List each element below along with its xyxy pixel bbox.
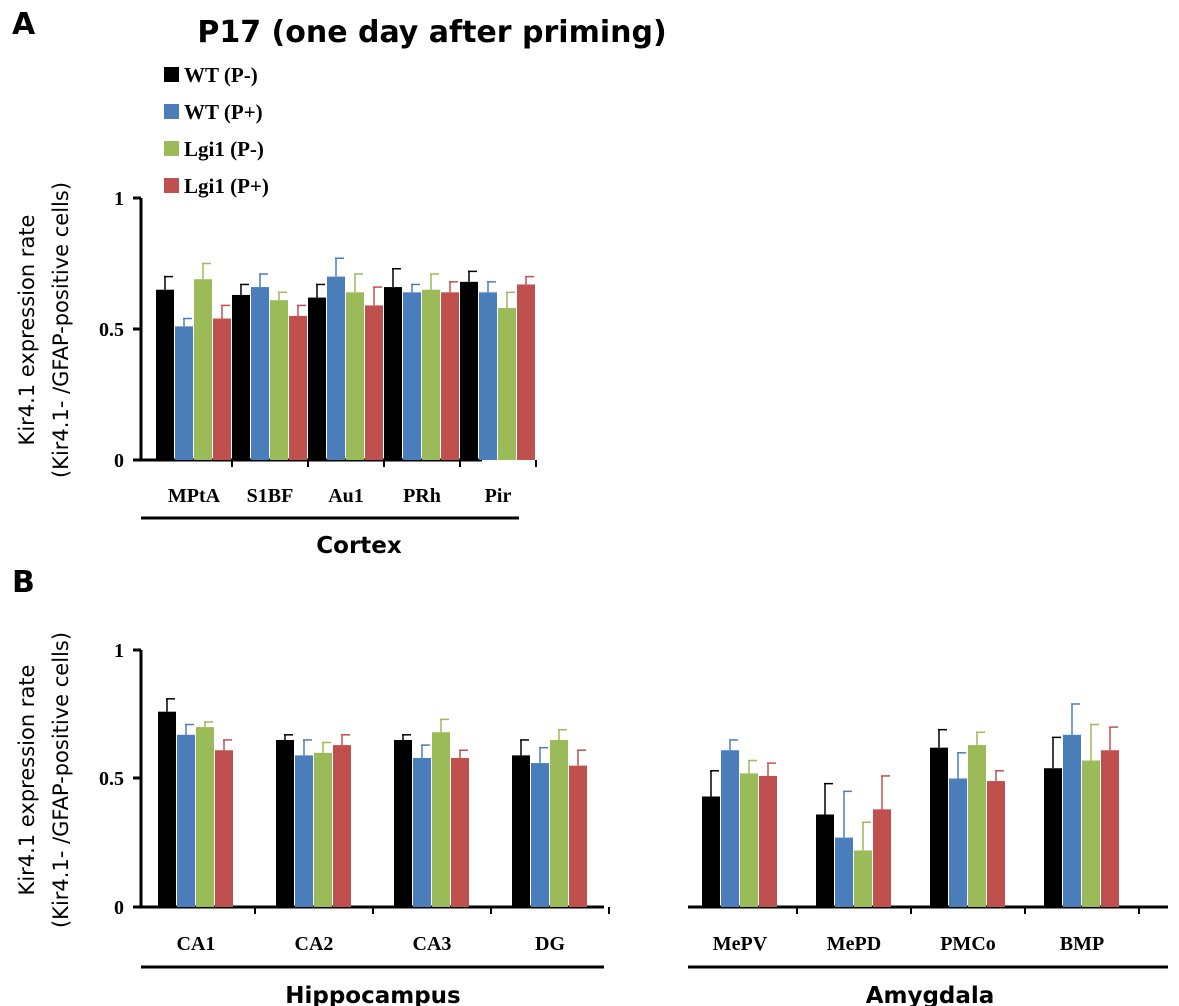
bar-prh-wt-p-plus — [403, 292, 421, 460]
panel-a-ytick-0: 0 — [114, 450, 124, 472]
bar-ca3-wt-p-minus — [394, 739, 412, 907]
bar-pir-wt-p-plus — [479, 292, 497, 460]
bar-mepv-lgi1-p-plus — [759, 775, 777, 907]
panel-a-ytick-0-5: 0.5 — [99, 319, 124, 341]
figure-title: P17 (one day after priming) — [197, 15, 666, 50]
bar-ca2-wt-p-minus — [276, 739, 294, 907]
bar-mepd-lgi1-p-minus — [854, 850, 872, 907]
bar-bmp-wt-p-minus — [1044, 768, 1062, 907]
x-tick-label-pmco: PMCo — [940, 933, 996, 955]
legend-label-wt-p-minus: WT (P-) — [184, 63, 258, 87]
bar-dg-lgi1-p-plus — [569, 765, 587, 907]
legend-swatch-lgi1-p-minus — [164, 141, 179, 156]
bar-dg-lgi1-p-minus — [550, 739, 568, 907]
bar-ca3-wt-p-plus — [413, 757, 431, 907]
bar-mepd-wt-p-plus — [835, 837, 853, 907]
bar-bmp-wt-p-plus — [1063, 734, 1081, 907]
bar-s1bf-wt-p-minus — [232, 294, 250, 460]
x-tick-label-mepv: MePV — [713, 933, 768, 955]
cortex-group-label: Cortex — [316, 533, 402, 559]
bar-prh-lgi1-p-minus — [422, 289, 440, 460]
bar-ca1-lgi1-p-plus — [215, 750, 233, 907]
x-tick-label-ca3: CA3 — [413, 933, 452, 955]
panel-b-ytick-0: 0 — [114, 897, 124, 919]
bar-prh-wt-p-minus — [384, 287, 402, 460]
bar-ca3-lgi1-p-plus — [451, 757, 469, 907]
legend-label-lgi1-p-plus: Lgi1 (P+) — [184, 174, 269, 198]
x-tick-label-ca2: CA2 — [295, 933, 334, 955]
x-tick-label-bmp: BMP — [1060, 933, 1104, 955]
x-tick-label-mpta: MPtA — [168, 485, 221, 507]
legend-swatch-wt-p-minus — [164, 67, 179, 82]
bar-dg-wt-p-plus — [531, 763, 549, 907]
bar-ca1-wt-p-plus — [177, 734, 195, 907]
bar-ca2-wt-p-plus — [295, 755, 313, 907]
legend-swatch-lgi1-p-plus — [164, 178, 179, 193]
bar-au1-wt-p-minus — [308, 297, 326, 460]
bar-pmco-wt-p-plus — [949, 778, 967, 907]
bar-dg-wt-p-minus — [512, 755, 530, 907]
bar-ca1-lgi1-p-minus — [196, 727, 214, 907]
bar-pir-lgi1-p-minus — [498, 308, 516, 460]
hippocampus-group-label: Hippocampus — [285, 983, 461, 1006]
bar-pir-wt-p-minus — [460, 281, 478, 460]
bar-mpta-wt-p-minus — [156, 289, 174, 460]
bar-mpta-lgi1-p-minus — [194, 279, 212, 460]
bar-pmco-lgi1-p-minus — [968, 745, 986, 907]
bar-mepv-wt-p-plus — [721, 750, 739, 907]
bar-bmp-lgi1-p-minus — [1082, 760, 1100, 907]
bar-au1-lgi1-p-plus — [365, 305, 383, 460]
legend: WT (P-) WT (P+) Lgi1 (P-) Lgi1 (P+) — [164, 63, 269, 198]
legend-label-lgi1-p-minus: Lgi1 (P-) — [184, 137, 264, 161]
x-tick-label-au1: Au1 — [328, 485, 364, 507]
x-tick-label-prh: PRh — [403, 485, 441, 507]
amygdala-group-label: Amygdala — [866, 983, 995, 1006]
x-tick-label-pir: Pir — [485, 485, 512, 507]
bar-mepd-lgi1-p-plus — [873, 809, 891, 907]
bar-ca2-lgi1-p-plus — [333, 745, 351, 907]
bar-au1-lgi1-p-minus — [346, 292, 364, 460]
x-tick-label-ca1: CA1 — [177, 933, 216, 955]
chart-marks: MPtA S1BF Au1 PRh Pir CA1 CA2 CA3 DG MePV MePD PMCo… — [156, 257, 1140, 955]
bar-bmp-lgi1-p-plus — [1101, 750, 1119, 907]
x-tick-label-s1bf: S1BF — [247, 485, 294, 507]
panel-label-a: A — [12, 7, 36, 42]
legend-label-wt-p-plus: WT (P+) — [184, 100, 263, 124]
panel-a-ylabel-line2: (Kir4.1- /GFAP-positive cells) — [49, 182, 73, 478]
bar-s1bf-wt-p-plus — [251, 287, 269, 460]
bar-mpta-lgi1-p-plus — [213, 318, 231, 460]
panel-b-ytick-1: 1 — [114, 640, 124, 662]
panel-b-ylabel-line1: Kir4.1 expression rate — [15, 665, 39, 896]
bar-pmco-lgi1-p-plus — [987, 781, 1005, 907]
x-tick-label-mepd: MePD — [827, 933, 881, 955]
panel-a-ylabel-line1: Kir4.1 expression rate — [15, 215, 39, 446]
panel-b-ytick-0-5: 0.5 — [99, 768, 124, 790]
bar-s1bf-lgi1-p-plus — [289, 315, 307, 460]
panel-label-b: B — [12, 565, 35, 600]
bar-mepv-wt-p-minus — [702, 796, 720, 907]
bar-mepv-lgi1-p-minus — [740, 773, 758, 907]
bar-ca3-lgi1-p-minus — [432, 732, 450, 907]
bar-pir-lgi1-p-plus — [517, 284, 535, 460]
bar-ca1-wt-p-minus — [158, 711, 176, 907]
bar-mepd-wt-p-minus — [816, 814, 834, 907]
bar-prh-lgi1-p-plus — [441, 292, 459, 460]
bar-s1bf-lgi1-p-minus — [270, 300, 288, 460]
bar-pmco-wt-p-minus — [930, 747, 948, 907]
bar-ca2-lgi1-p-minus — [314, 752, 332, 907]
bar-mpta-wt-p-plus — [175, 326, 193, 460]
legend-swatch-wt-p-plus — [164, 104, 179, 119]
x-tick-label-dg: DG — [535, 933, 565, 955]
bar-au1-wt-p-plus — [327, 276, 345, 460]
panel-a-ytick-1: 1 — [114, 188, 124, 210]
panel-b-ylabel-line2: (Kir4.1- /GFAP-positive cells) — [49, 632, 73, 928]
